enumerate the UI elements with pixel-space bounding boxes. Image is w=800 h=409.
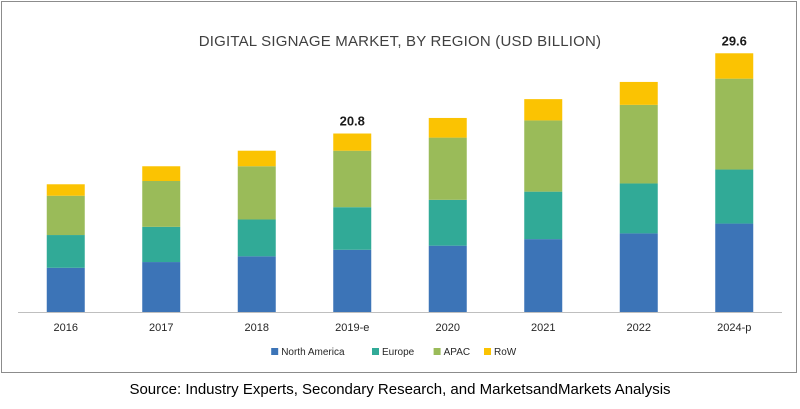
x-tick-label: 2021 bbox=[531, 322, 555, 334]
bar-segment bbox=[46, 184, 85, 196]
legend-swatch bbox=[271, 348, 279, 355]
x-tick-label: 2019-e bbox=[335, 322, 369, 334]
bar-segment bbox=[619, 233, 658, 312]
bar-segment bbox=[428, 245, 467, 312]
bar-segment bbox=[619, 81, 658, 105]
bar-segment bbox=[46, 267, 85, 312]
bar-segment bbox=[142, 226, 181, 263]
legend-swatch bbox=[484, 348, 491, 355]
bar-segment bbox=[142, 262, 181, 312]
bar-segment bbox=[524, 239, 563, 312]
bar-segment bbox=[428, 199, 467, 246]
x-tick-label: 2024-p bbox=[717, 322, 751, 334]
chart-frame bbox=[1, 1, 797, 373]
legend-swatch bbox=[433, 348, 441, 355]
bar-segment bbox=[715, 78, 754, 170]
bar-segment bbox=[237, 150, 276, 167]
bar-segment bbox=[524, 120, 563, 192]
legend-label: Europe bbox=[382, 347, 415, 358]
legend-swatch bbox=[372, 348, 379, 355]
legend-label: RoW bbox=[494, 347, 517, 358]
bar-segment bbox=[46, 235, 85, 268]
bar-segment bbox=[333, 150, 372, 208]
bar-segment bbox=[333, 133, 372, 151]
x-tick-label: 2017 bbox=[149, 322, 173, 334]
bar-segment bbox=[715, 169, 754, 224]
bar-segment bbox=[237, 256, 276, 312]
chart-title: DIGITAL SIGNAGE MARKET, BY REGION (USD B… bbox=[198, 33, 602, 50]
x-tick-label: 2018 bbox=[245, 322, 269, 334]
bar-segment bbox=[333, 207, 372, 250]
bar-segment bbox=[142, 166, 181, 181]
bar-segment bbox=[237, 219, 276, 257]
legend-label: APAC bbox=[444, 347, 471, 358]
data-label: 29.6 bbox=[722, 33, 747, 48]
bar-segment bbox=[619, 104, 658, 184]
bar-segment bbox=[46, 195, 85, 236]
x-tick-label: 2016 bbox=[54, 322, 78, 334]
bar-segment bbox=[428, 117, 467, 138]
x-tick-label: 2020 bbox=[436, 322, 460, 334]
bar-segment bbox=[333, 249, 372, 312]
data-label: 20.8 bbox=[340, 114, 365, 129]
bar-segment bbox=[524, 99, 563, 121]
legend-label: North America bbox=[281, 347, 345, 358]
bar-segment bbox=[524, 191, 563, 240]
bar-segment bbox=[428, 137, 467, 200]
source-note: Source: Industry Experts, Secondary Rese… bbox=[129, 381, 671, 398]
bar-segment bbox=[715, 223, 754, 312]
bar-segment bbox=[715, 53, 754, 79]
x-tick-label: 2022 bbox=[627, 322, 651, 334]
bar-segment bbox=[619, 183, 658, 234]
bar-segment bbox=[142, 181, 181, 227]
bar-segment bbox=[237, 166, 276, 220]
